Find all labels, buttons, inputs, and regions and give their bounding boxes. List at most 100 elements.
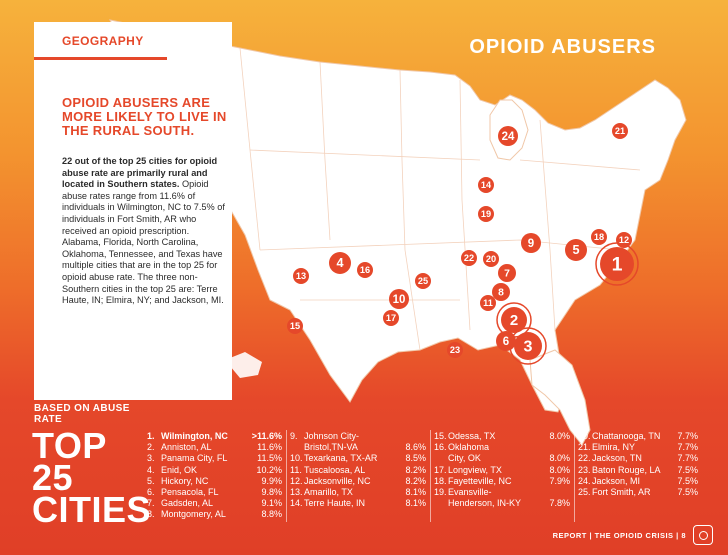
city-rate: 8.1% [405, 487, 426, 498]
city-rank: 25. [578, 487, 591, 498]
city-marker-number: 13 [296, 271, 306, 281]
city-marker: 13 [293, 268, 309, 284]
city-marker-number: 12 [619, 235, 629, 245]
city-row: 1. Wilmington, NC >11.6% [147, 431, 282, 442]
city-rate: 8.1% [405, 498, 426, 509]
city-name: Tuscaloosa, AL [304, 464, 366, 475]
city-marker: 19 [478, 206, 494, 222]
city-rate: 7.5% [677, 464, 698, 475]
city-rank: 5. [147, 475, 155, 486]
city-name: Elmira, NY [592, 442, 636, 453]
city-rate: 8.0% [549, 431, 570, 441]
city-name: City, OK [448, 453, 481, 464]
city-marker: 9 [521, 233, 541, 253]
city-rank: 15. [434, 431, 447, 441]
city-rank: 24. [578, 475, 591, 486]
city-list-column-2: 9. Johnson City- Bristol,TN-VA 8.6% 10.Texar… [290, 431, 426, 509]
city-name: Wilmington, NC [161, 431, 228, 441]
column-divider [286, 430, 287, 522]
city-row: 18.Fayetteville, NC 7.9% [434, 476, 570, 487]
city-rank: 23. [578, 464, 591, 475]
city-name: Henderson, IN-KY [448, 498, 522, 509]
city-rate: 8.0% [549, 453, 570, 464]
city-rate: 7.5% [677, 487, 698, 498]
city-row: 16.Oklahoma [434, 442, 570, 453]
city-marker-dot [498, 126, 518, 146]
intro-card [34, 22, 232, 400]
city-marker-number: 10 [393, 294, 406, 306]
ranking-label: BASED ON ABUSE RATE [34, 403, 130, 425]
city-name: Montgomery, AL [161, 509, 226, 520]
city-marker-dot [616, 232, 632, 248]
city-rank: 1. [147, 431, 155, 441]
ranking-title: TOP 25 CITIES [32, 425, 152, 530]
state-borders [239, 47, 641, 351]
city-name: Odessa, TX [448, 431, 496, 441]
city-marker-dot [483, 251, 499, 267]
city-marker-dot [612, 123, 628, 139]
city-marker-number: 20 [486, 254, 496, 264]
city-list-column-4: 20.Chattanooga, TN 7.7% 21.Elmira, NY 7.7% 2… [578, 431, 698, 498]
intro-headline: OPIOID ABUSERS ARE MORE LIKELY TO LIVE I… [62, 95, 227, 138]
city-rate: 8.2% [405, 464, 426, 475]
city-rate: 9.8% [261, 487, 282, 498]
city-marker-dot [478, 177, 494, 193]
city-row: 12.Jacksonville, NC 8.2% [290, 476, 426, 487]
city-marker: 23 [447, 342, 463, 358]
city-row: 11. Tuscaloosa, AL 8.2% [290, 465, 426, 476]
city-marker-number: 18 [594, 232, 604, 242]
intro-body: 22 out of the top 25 cities for opioid a… [62, 156, 228, 307]
city-marker: 20 [483, 251, 499, 267]
city-marker-number: 9 [528, 238, 534, 250]
city-name: Fayetteville, NC [448, 475, 512, 486]
city-marker-dot [591, 229, 607, 245]
city-rate: 7.7% [677, 442, 698, 453]
city-marker: 2 [496, 302, 532, 338]
city-row: 4. Enid, OK 10.2% [147, 465, 282, 476]
city-rank: 17. [434, 464, 447, 475]
city-marker-dot [287, 318, 303, 334]
city-marker-number: 7 [504, 268, 510, 279]
city-row: Bristol,TN-VA 8.6% [290, 442, 426, 453]
city-marker-dot [461, 250, 477, 266]
page-footer: REPORT | THE OPIOID CRISIS | 8 [552, 531, 686, 540]
city-marker-number: 8 [498, 287, 504, 298]
city-name: Longview, TX [448, 464, 502, 475]
city-marker-number: 15 [290, 321, 300, 331]
city-marker-number: 1 [612, 253, 623, 275]
city-name: Bristol,TN-VA [304, 442, 358, 453]
city-rate: 8.2% [405, 475, 426, 486]
city-row: 8. Montgomery, AL 8.8% [147, 509, 282, 520]
city-marker-dot [383, 310, 399, 326]
city-name: Jacksonville, NC [304, 475, 371, 486]
city-list-column-3: 15.Odessa, TX 8.0% 16.Oklahoma City, OK 8.0%… [434, 431, 570, 509]
city-name: Evansville- [448, 487, 492, 498]
city-marker-dot [514, 332, 542, 360]
florida-shape [529, 349, 591, 446]
city-marker-dot [521, 233, 541, 253]
city-name: Anniston, AL [161, 442, 212, 453]
city-marker-dot [565, 239, 587, 261]
city-rate: 9.1% [261, 498, 282, 509]
city-row: 15.Odessa, TX 8.0% [434, 431, 570, 442]
city-row: 7. Gadsden, AL 9.1% [147, 498, 282, 509]
city-marker: 21 [612, 123, 628, 139]
city-row: 5. Hickory, NC 9.9% [147, 476, 282, 487]
city-row: 10.Texarkana, TX-AR 8.5% [290, 453, 426, 464]
city-marker: 24 [498, 126, 518, 146]
city-name: Jackson, TN [592, 453, 642, 464]
city-marker-dot [496, 331, 516, 351]
ranking-title-line3: CITIES [32, 489, 152, 530]
city-marker: 10 [389, 289, 409, 309]
city-marker-dot [492, 283, 510, 301]
city-marker-dot [447, 342, 463, 358]
city-marker: 15 [287, 318, 303, 334]
city-row: 17.Longview, TX 8.0% [434, 465, 570, 476]
city-name: Jackson, MI [592, 475, 641, 486]
city-marker-number: 11 [483, 298, 493, 308]
city-marker: 5 [565, 239, 587, 261]
ranking-title-line1: TOP [32, 425, 107, 466]
city-marker: 3 [509, 327, 547, 365]
us-outline [109, 19, 687, 413]
city-row: 23.Baton Rouge, LA 7.5% [578, 465, 698, 476]
